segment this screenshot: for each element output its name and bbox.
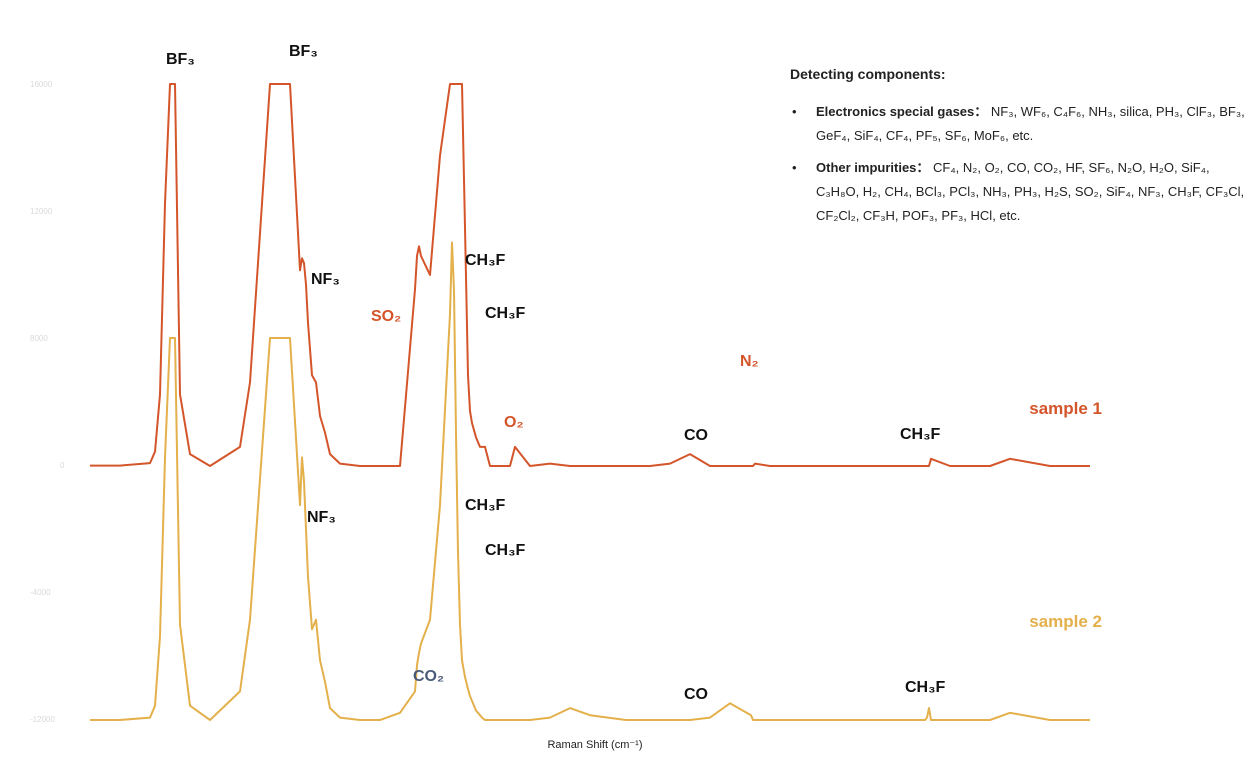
sample-1-label: sample 1: [1029, 399, 1102, 418]
peak-label-so2: SO₂: [371, 308, 401, 325]
item-text: CF₄, N₂, O₂, CO, CO₂, HF, SF₆, N₂O, H₂O,…: [816, 160, 1245, 223]
y-tick-label: 0: [60, 461, 65, 470]
series-line-1: [90, 83, 1090, 467]
y-tick-label: -4000: [30, 588, 51, 597]
peak-label-ch3f: CH₃F: [900, 426, 941, 443]
peak-label-ch3f: CH₃F: [905, 679, 946, 696]
y-tick-label: -12000: [30, 715, 55, 724]
peak-label-bf3: BF₃: [166, 51, 195, 68]
sample-2-label: sample 2: [1029, 612, 1102, 631]
y-axis-ticks: 16000 12000 8000 0 -4000 -12000: [30, 80, 65, 724]
y-tick-label: 16000: [30, 80, 53, 89]
peak-label-co: CO: [684, 686, 708, 703]
peak-label-ch3f: CH₃F: [465, 497, 506, 514]
peak-label-o2: O₂: [504, 414, 524, 431]
series-line-2: [90, 241, 1090, 721]
y-tick-label: 12000: [30, 207, 53, 216]
peak-label-co: CO: [684, 427, 708, 444]
peak-label-ch3f: CH₃F: [465, 252, 506, 269]
peak-label-ch3f: CH₃F: [485, 542, 526, 559]
component-list: • Electronics special gases： NF₃, WF₆, C…: [790, 100, 1250, 228]
peak-label-bf3: BF₃: [289, 43, 318, 60]
peak-label-co2: CO₂: [413, 668, 444, 685]
bullet-icon: •: [792, 160, 797, 175]
item-label: Other impurities：: [816, 160, 930, 175]
x-axis-label: Raman Shift (cm⁻¹): [547, 739, 642, 751]
panel-title: Detecting components:: [790, 66, 946, 82]
item-label: Electronics special gases：: [816, 104, 988, 119]
bullet-icon: •: [792, 104, 797, 119]
detecting-components-panel: Detecting components: • Electronics spec…: [790, 62, 1250, 236]
peak-label-nf3: NF₃: [307, 509, 336, 526]
peak-label-nf3: NF₃: [311, 271, 340, 288]
item-text: NF₃, WF₆, C₄F₆, NH₃, silica, PH₃, ClF₃, …: [816, 104, 1245, 143]
peak-label-ch3f: CH₃F: [485, 305, 526, 322]
peak-annotations: BF₃ BF₃ NF₃ SO₂ CH₃F CH₃F O₂ N₂ CO CH₃F …: [166, 43, 946, 703]
list-item: • Electronics special gases： NF₃, WF₆, C…: [790, 100, 1250, 148]
list-item: • Other impurities： CF₄, N₂, O₂, CO, CO₂…: [790, 156, 1250, 228]
series-layer: [90, 83, 1090, 721]
y-tick-label: 8000: [30, 334, 48, 343]
peak-label-n2: N₂: [740, 353, 759, 370]
